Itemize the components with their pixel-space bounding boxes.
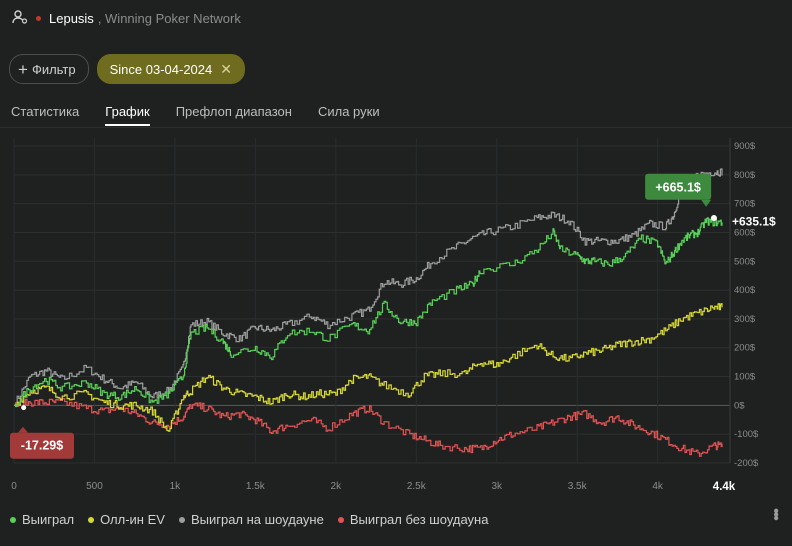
end-point-marker — [710, 215, 717, 222]
y-tick-label: 500$ — [734, 256, 756, 267]
x-tick-label: 1.5k — [246, 481, 266, 492]
x-tick-label: 2k — [331, 481, 343, 492]
non-showdown-badge — [10, 432, 74, 459]
legend-swatch — [178, 516, 185, 523]
plus-icon: + — [18, 59, 28, 79]
x-tick-label: 0 — [11, 481, 17, 492]
tab-bar: Статистика График Префлоп диапазон Сила … — [11, 104, 380, 126]
non-showdown-text: -17.29$ — [21, 439, 63, 453]
tab-statistics[interactable]: Статистика — [11, 104, 80, 119]
y-axis-labels: 900$ 800$ 700$ 600$ 500$ 400$ 300$ 200$ 100$ 0$ -1… — [734, 141, 759, 469]
series-line — [14, 217, 723, 407]
badge-pointer — [18, 426, 28, 433]
chart-annotations: +665.1$ +635.1$ -17.29$ — [10, 173, 776, 459]
legend-swatch — [10, 516, 16, 523]
legend-label: Выиграл без шоудауна — [349, 512, 489, 527]
series-line — [14, 168, 723, 408]
tab-hand-strength[interactable]: Сила руки — [317, 104, 380, 119]
legend-swatch — [337, 516, 344, 523]
player-name: Lepusis — [49, 10, 94, 26]
x-tick-label: 2.5k — [407, 481, 427, 492]
close-icon[interactable]: ✕ — [220, 60, 232, 77]
y-tick-label: -100$ — [734, 429, 759, 440]
legend-item-won[interactable]: Выиграл — [10, 512, 74, 527]
y-tick-label: 100$ — [734, 372, 756, 383]
legend-item-non-showdown[interactable]: Выиграл без шоудауна — [337, 512, 489, 527]
tab-divider — [0, 127, 792, 128]
start-point-marker — [21, 405, 27, 411]
y-tick-label: 300$ — [734, 314, 756, 325]
legend-label: Выиграл на шоудауне — [190, 512, 324, 527]
header: Lepusis , Winning Poker Network — [12, 8, 241, 28]
series-line — [14, 398, 723, 457]
series-line — [14, 303, 723, 432]
y-tick-label: 200$ — [734, 343, 756, 354]
legend-label: Олл-ин EV — [100, 512, 165, 527]
x-tick-label: 4k — [652, 481, 664, 492]
y-tick-label: 700$ — [734, 199, 756, 210]
date-filter-chip[interactable]: Since 03-04-2024 ✕ — [96, 54, 245, 84]
tab-preflop-range[interactable]: Префлоп диапазон — [175, 104, 292, 119]
x-tick-label: 3.5k — [568, 481, 588, 492]
x-tick-label-last: 4.4k — [713, 481, 736, 493]
legend-item-showdown[interactable]: Выиграл на шоудауне — [178, 512, 324, 527]
y-tick-label: -200$ — [734, 458, 759, 469]
add-filter-label: Фильтр — [31, 61, 76, 77]
badge-pointer — [701, 199, 712, 207]
x-tick-label: 1k — [170, 481, 182, 492]
winnings-chart[interactable]: 900$ 800$ 700$ 600$ 500$ 400$ 300$ 200$ 100$ 0$ -1… — [0, 128, 792, 503]
y-tick-label: 900$ — [734, 141, 756, 152]
y-tick-label: 0$ — [734, 400, 745, 411]
y-tick-label: 800$ — [734, 170, 756, 181]
more-vertical-icon[interactable]: ••• — [767, 508, 784, 519]
user-settings-icon[interactable] — [12, 9, 28, 28]
tab-chart[interactable]: График — [105, 104, 150, 126]
chart-grid — [13, 138, 731, 464]
status-dot — [36, 15, 41, 21]
x-tick-label: 500 — [86, 481, 103, 492]
y-tick-label: 600$ — [734, 227, 756, 238]
won-total-badge — [645, 173, 712, 200]
won-total-text: +665.1$ — [655, 181, 701, 195]
series-lines — [14, 168, 723, 457]
legend-label: Выиграл — [22, 512, 75, 527]
y-tick-label: 400$ — [734, 285, 756, 296]
filter-bar: + Фильтр Since 03-04-2024 ✕ — [9, 54, 245, 84]
legend-swatch — [88, 516, 95, 523]
ev-total-text: +635.1$ — [732, 214, 776, 228]
date-filter-label: Since 03-04-2024 — [109, 61, 213, 77]
add-filter-button[interactable]: + Фильтр — [9, 54, 89, 84]
x-tick-label: 3k — [491, 481, 503, 492]
legend-item-allin-ev[interactable]: Олл-ин EV — [88, 512, 165, 527]
network-name: , Winning Poker Network — [97, 10, 241, 26]
chart-legend: Выиграл Олл-ин EV Выиграл на шоудауне Вы… — [10, 512, 488, 527]
x-axis-labels: 0 500 1k 1.5k 2k 2.5k 3k 3.5k 4k 4.4k — [11, 481, 736, 493]
